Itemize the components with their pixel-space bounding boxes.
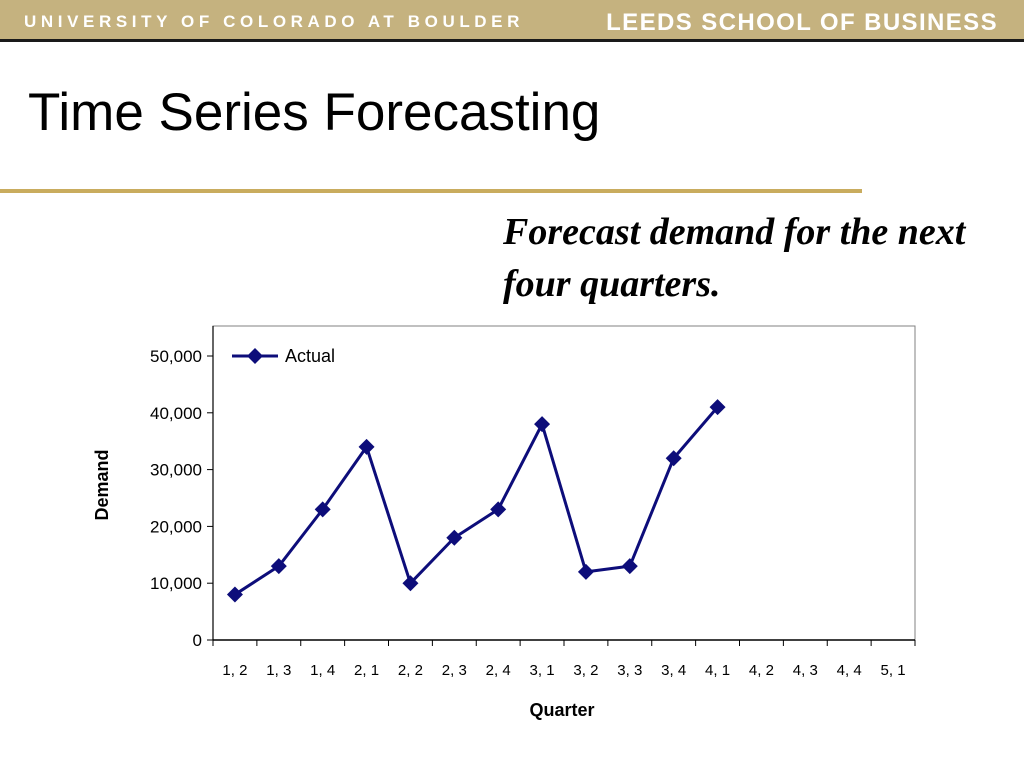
data-point: [226, 586, 243, 603]
y-axis-label: Demand: [92, 449, 112, 520]
data-point: [665, 450, 682, 467]
x-tick-label: 5, 1: [881, 662, 906, 679]
x-tick-label: 3, 1: [530, 662, 555, 679]
x-tick-label: 2, 3: [442, 662, 467, 679]
x-tick-label: 4, 4: [837, 662, 862, 679]
x-tick-label: 1, 2: [222, 662, 247, 679]
x-tick-label: 4, 2: [749, 662, 774, 679]
data-point: [490, 501, 507, 518]
plot-area: [212, 325, 916, 641]
data-point: [534, 416, 551, 433]
header-banner: UNIVERSITY OF COLORADO AT BOULDER LEEDS …: [0, 0, 1024, 42]
data-point: [270, 558, 287, 575]
data-point: [709, 399, 726, 416]
y-tick-label: 50,000: [150, 347, 202, 366]
series-line-actual: [234, 406, 719, 596]
x-tick-label: 1, 3: [266, 662, 291, 679]
y-tick-label: 30,000: [150, 461, 202, 480]
data-point: [402, 575, 419, 592]
x-tick-label: 4, 3: [793, 662, 818, 679]
data-point: [621, 558, 638, 575]
x-tick-label: 2, 2: [398, 662, 423, 679]
x-tick-label: 4, 1: [705, 662, 730, 679]
x-tick-label: 1, 4: [310, 662, 335, 679]
y-tick-label: 40,000: [150, 404, 202, 423]
x-tick-label: 2, 4: [486, 662, 511, 679]
x-tick-label: 3, 3: [617, 662, 642, 679]
x-tick-label: 2, 1: [354, 662, 379, 679]
data-point: [446, 529, 463, 546]
legend-marker: [247, 348, 263, 364]
data-point: [358, 438, 375, 455]
data-point: [577, 563, 594, 580]
x-tick-label: 3, 2: [573, 662, 598, 679]
data-point: [314, 501, 331, 518]
title-divider: [0, 189, 862, 193]
y-tick-label: 10,000: [150, 574, 202, 593]
school-name: LEEDS SCHOOL OF BUSINESS: [606, 9, 998, 36]
slide-title: Time Series Forecasting: [28, 83, 601, 142]
y-tick-label: 20,000: [150, 517, 202, 536]
y-tick-label: 0: [193, 631, 202, 650]
legend-label: Actual: [285, 346, 335, 366]
slide-subtitle: Forecast demand for the next four quarte…: [503, 211, 966, 305]
x-tick-label: 3, 4: [661, 662, 686, 679]
university-name: UNIVERSITY OF COLORADO AT BOULDER: [24, 12, 524, 31]
x-axis-label: Quarter: [529, 700, 594, 720]
